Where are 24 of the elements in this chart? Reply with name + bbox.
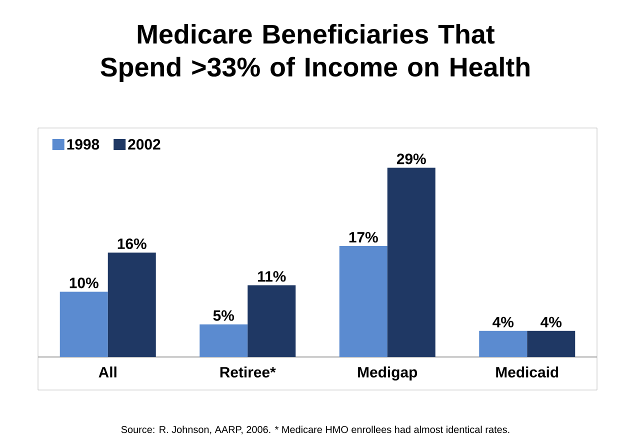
x-tick-label: Medicaid [496, 366, 558, 378]
data-label: 17% [349, 232, 378, 243]
bar [248, 285, 296, 357]
x-tick-label: Retiree* [220, 366, 276, 378]
bar [108, 252, 156, 357]
data-label: 29% [396, 154, 426, 164]
bar [200, 324, 248, 357]
data-label: 16% [118, 238, 146, 250]
chart-title: Medicare Beneficiaries That Spend >33% of Income on Health [100, 24, 530, 82]
bar [479, 330, 528, 357]
data-label: 4% [492, 316, 514, 328]
bar [387, 168, 436, 357]
data-label: 4% [540, 316, 562, 328]
bar [527, 330, 576, 357]
bar [339, 246, 388, 357]
data-label: 5% [213, 310, 234, 321]
data-label: 10% [70, 278, 98, 288]
x-tick-label: Medigap [358, 366, 418, 381]
source-note: Source: R. Johnson, AARP, 2006. * Medicare HMO enrollees had almost identical rates. [121, 426, 510, 434]
legend-label: 1998 [67, 139, 100, 150]
bar [60, 292, 108, 357]
x-tick-label: All [98, 366, 116, 378]
data-label: 11% [258, 271, 286, 282]
legend-label: 2002 [128, 139, 160, 150]
